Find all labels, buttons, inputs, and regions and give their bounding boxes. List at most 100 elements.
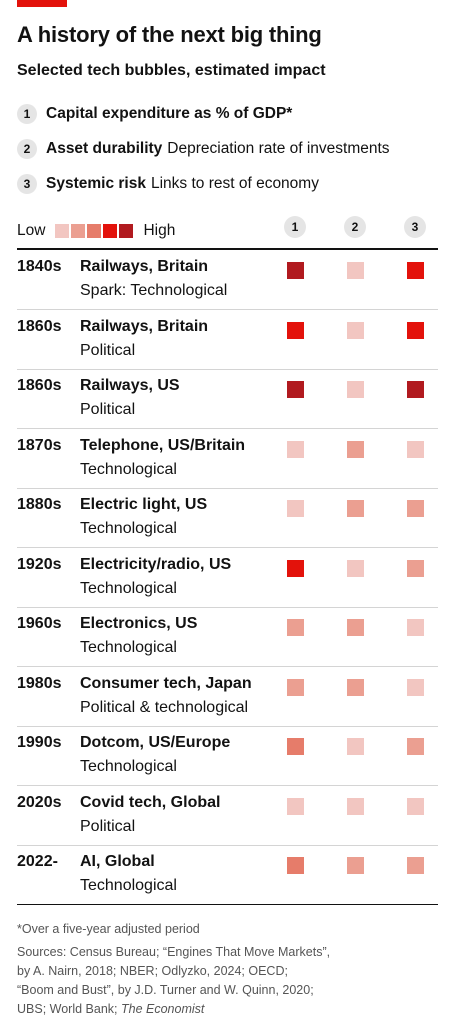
row-bubble-name: Railways, Britain bbox=[80, 317, 209, 335]
row-bubble-type: Political bbox=[80, 401, 136, 418]
impact-square-col-3 bbox=[407, 440, 424, 458]
table-row: 1980s Consumer tech, Japan Political & tec… bbox=[17, 667, 438, 727]
column-header-2: 2 bbox=[344, 216, 366, 238]
row-bubble-type: Technological bbox=[80, 877, 177, 894]
row-year: 1980s bbox=[17, 674, 62, 692]
row-bubble-type: Technological bbox=[80, 639, 177, 656]
sources-publication: The Economist bbox=[121, 1002, 205, 1016]
row-bubble-name: Electronics, US bbox=[80, 615, 198, 632]
key-item-2: 2 Asset durability Depreciation rate of … bbox=[17, 138, 390, 160]
impact-square-col-3 bbox=[407, 559, 424, 577]
impact-square-col-1 bbox=[287, 619, 304, 636]
impact-square-col-1 bbox=[287, 500, 304, 517]
row-year: 1840s bbox=[17, 258, 62, 275]
header-rule bbox=[17, 248, 438, 250]
row-year: 1860s bbox=[17, 317, 62, 335]
column-header-3: 3 bbox=[404, 216, 426, 238]
table-row: 1880s Electric light, US Technological bbox=[17, 488, 438, 548]
row-bubble-name: Railways, US bbox=[80, 377, 180, 394]
key-number-badge: 2 bbox=[17, 139, 37, 159]
row-bubble-name: Railways, Britain bbox=[80, 258, 209, 275]
impact-square-col-3 bbox=[407, 619, 424, 636]
impact-square-col-3 bbox=[407, 321, 424, 339]
sources-line: by A. Nairn, 2018; NBER; Odlyzko, 2024; … bbox=[17, 964, 288, 978]
row-year: 1870s bbox=[17, 436, 62, 454]
key-item-3: 3 Systemic risk Links to rest of economy bbox=[17, 173, 319, 195]
row-year: 2020s bbox=[17, 793, 62, 811]
impact-square-col-2 bbox=[347, 559, 364, 577]
row-bubble-type: Technological bbox=[80, 520, 177, 537]
impact-square-col-3 bbox=[407, 797, 424, 815]
row-bubble-name: AI, Global bbox=[80, 853, 155, 870]
key-title: Systemic risk bbox=[46, 175, 146, 192]
row-bubble-type: Political bbox=[80, 341, 136, 359]
row-bubble-type: Technological bbox=[80, 460, 177, 478]
impact-square-col-2 bbox=[347, 619, 364, 636]
impact-square-col-2 bbox=[347, 500, 364, 517]
row-year: 1920s bbox=[17, 555, 62, 573]
impact-square-col-1 bbox=[287, 738, 304, 755]
legend-low-label: Low bbox=[17, 222, 46, 239]
sources-text: UBS; World Bank; bbox=[17, 1002, 118, 1016]
impact-square-col-1 bbox=[287, 440, 304, 458]
row-bubble-type: Political & technological bbox=[80, 698, 249, 716]
key-item-1: 1 Capital expenditure as % of GDP* bbox=[17, 103, 297, 125]
table-row: 2022- AI, Global Technological bbox=[17, 845, 438, 905]
brand-tag bbox=[17, 0, 67, 7]
impact-square-col-2 bbox=[347, 440, 364, 458]
table-row: 2020s Covid tech, Global Political bbox=[17, 786, 438, 846]
table-row: 1860s Railways, Britain Political bbox=[17, 310, 438, 370]
row-bubble-name: Electric light, US bbox=[80, 496, 208, 513]
impact-square-col-3 bbox=[407, 262, 424, 279]
color-legend: Low High bbox=[17, 220, 175, 242]
key-title: Capital expenditure as % of GDP* bbox=[46, 105, 293, 122]
impact-square-col-1 bbox=[287, 678, 304, 696]
row-bubble-name: Covid tech, Global bbox=[80, 793, 221, 811]
sources-line: Sources: Census Bureau; “Engines That Mo… bbox=[17, 945, 331, 959]
table-row: 1840s Railways, Britain Spark: Technologic… bbox=[17, 250, 438, 310]
impact-square-col-3 bbox=[407, 500, 424, 517]
impact-square-col-2 bbox=[347, 738, 364, 755]
impact-square-col-2 bbox=[347, 321, 364, 339]
footnote: *Over a five-year adjusted period bbox=[17, 922, 200, 936]
row-year: 1880s bbox=[17, 496, 62, 513]
row-bubble-name: Electricity/radio, US bbox=[80, 555, 232, 573]
legend-swatch bbox=[119, 224, 134, 238]
impact-square-col-2 bbox=[347, 678, 364, 696]
impact-square-col-2 bbox=[347, 381, 364, 398]
row-bubble-name: Dotcom, US/Europe bbox=[80, 734, 231, 751]
row-bubble-type: Political bbox=[80, 817, 136, 835]
row-bubble-type: Technological bbox=[80, 758, 177, 775]
row-year: 1860s bbox=[17, 377, 62, 394]
table-row: 1990s Dotcom, US/Europe Technological bbox=[17, 726, 438, 786]
key-description: Depreciation rate of investments bbox=[167, 140, 390, 157]
chart-subtitle: Selected tech bubbles, estimated impact bbox=[17, 62, 326, 79]
chart-title: A history of the next big thing bbox=[17, 22, 322, 47]
impact-square-col-1 bbox=[287, 797, 304, 815]
sources-line: UBS; World Bank; The Economist bbox=[17, 1000, 204, 1019]
sources-line: “Boom and Bust”, by J.D. Turner and W. Q… bbox=[17, 983, 314, 997]
row-year: 2022- bbox=[17, 853, 58, 870]
table-row: 1920s Electricity/radio, US Technological bbox=[17, 548, 438, 608]
legend-swatch bbox=[87, 224, 102, 238]
legend-swatch bbox=[55, 224, 70, 238]
row-bubble-name: Telephone, US/Britain bbox=[80, 436, 246, 454]
row-bubble-type: Technological bbox=[80, 579, 177, 597]
table-row: 1960s Electronics, US Technological bbox=[17, 607, 438, 667]
impact-square-col-3 bbox=[407, 678, 424, 696]
key-title: Asset durability bbox=[46, 140, 163, 157]
impact-square-col-2 bbox=[347, 797, 364, 815]
row-bubble-type: Spark: Technological bbox=[80, 282, 228, 299]
legend-high-label: High bbox=[143, 222, 176, 239]
key-number-badge: 3 bbox=[17, 174, 37, 194]
row-year: 1990s bbox=[17, 734, 62, 751]
impact-square-col-2 bbox=[347, 262, 364, 279]
impact-square-col-3 bbox=[407, 857, 424, 874]
impact-square-col-3 bbox=[407, 381, 424, 398]
impact-square-col-1 bbox=[287, 559, 304, 577]
impact-square-col-1 bbox=[287, 262, 304, 279]
legend-swatch bbox=[71, 224, 86, 238]
key-number-badge: 1 bbox=[17, 104, 37, 124]
table-row: 1870s Telephone, US/Britain Technological bbox=[17, 429, 438, 489]
table-row: 1860s Railways, US Political bbox=[17, 369, 438, 429]
